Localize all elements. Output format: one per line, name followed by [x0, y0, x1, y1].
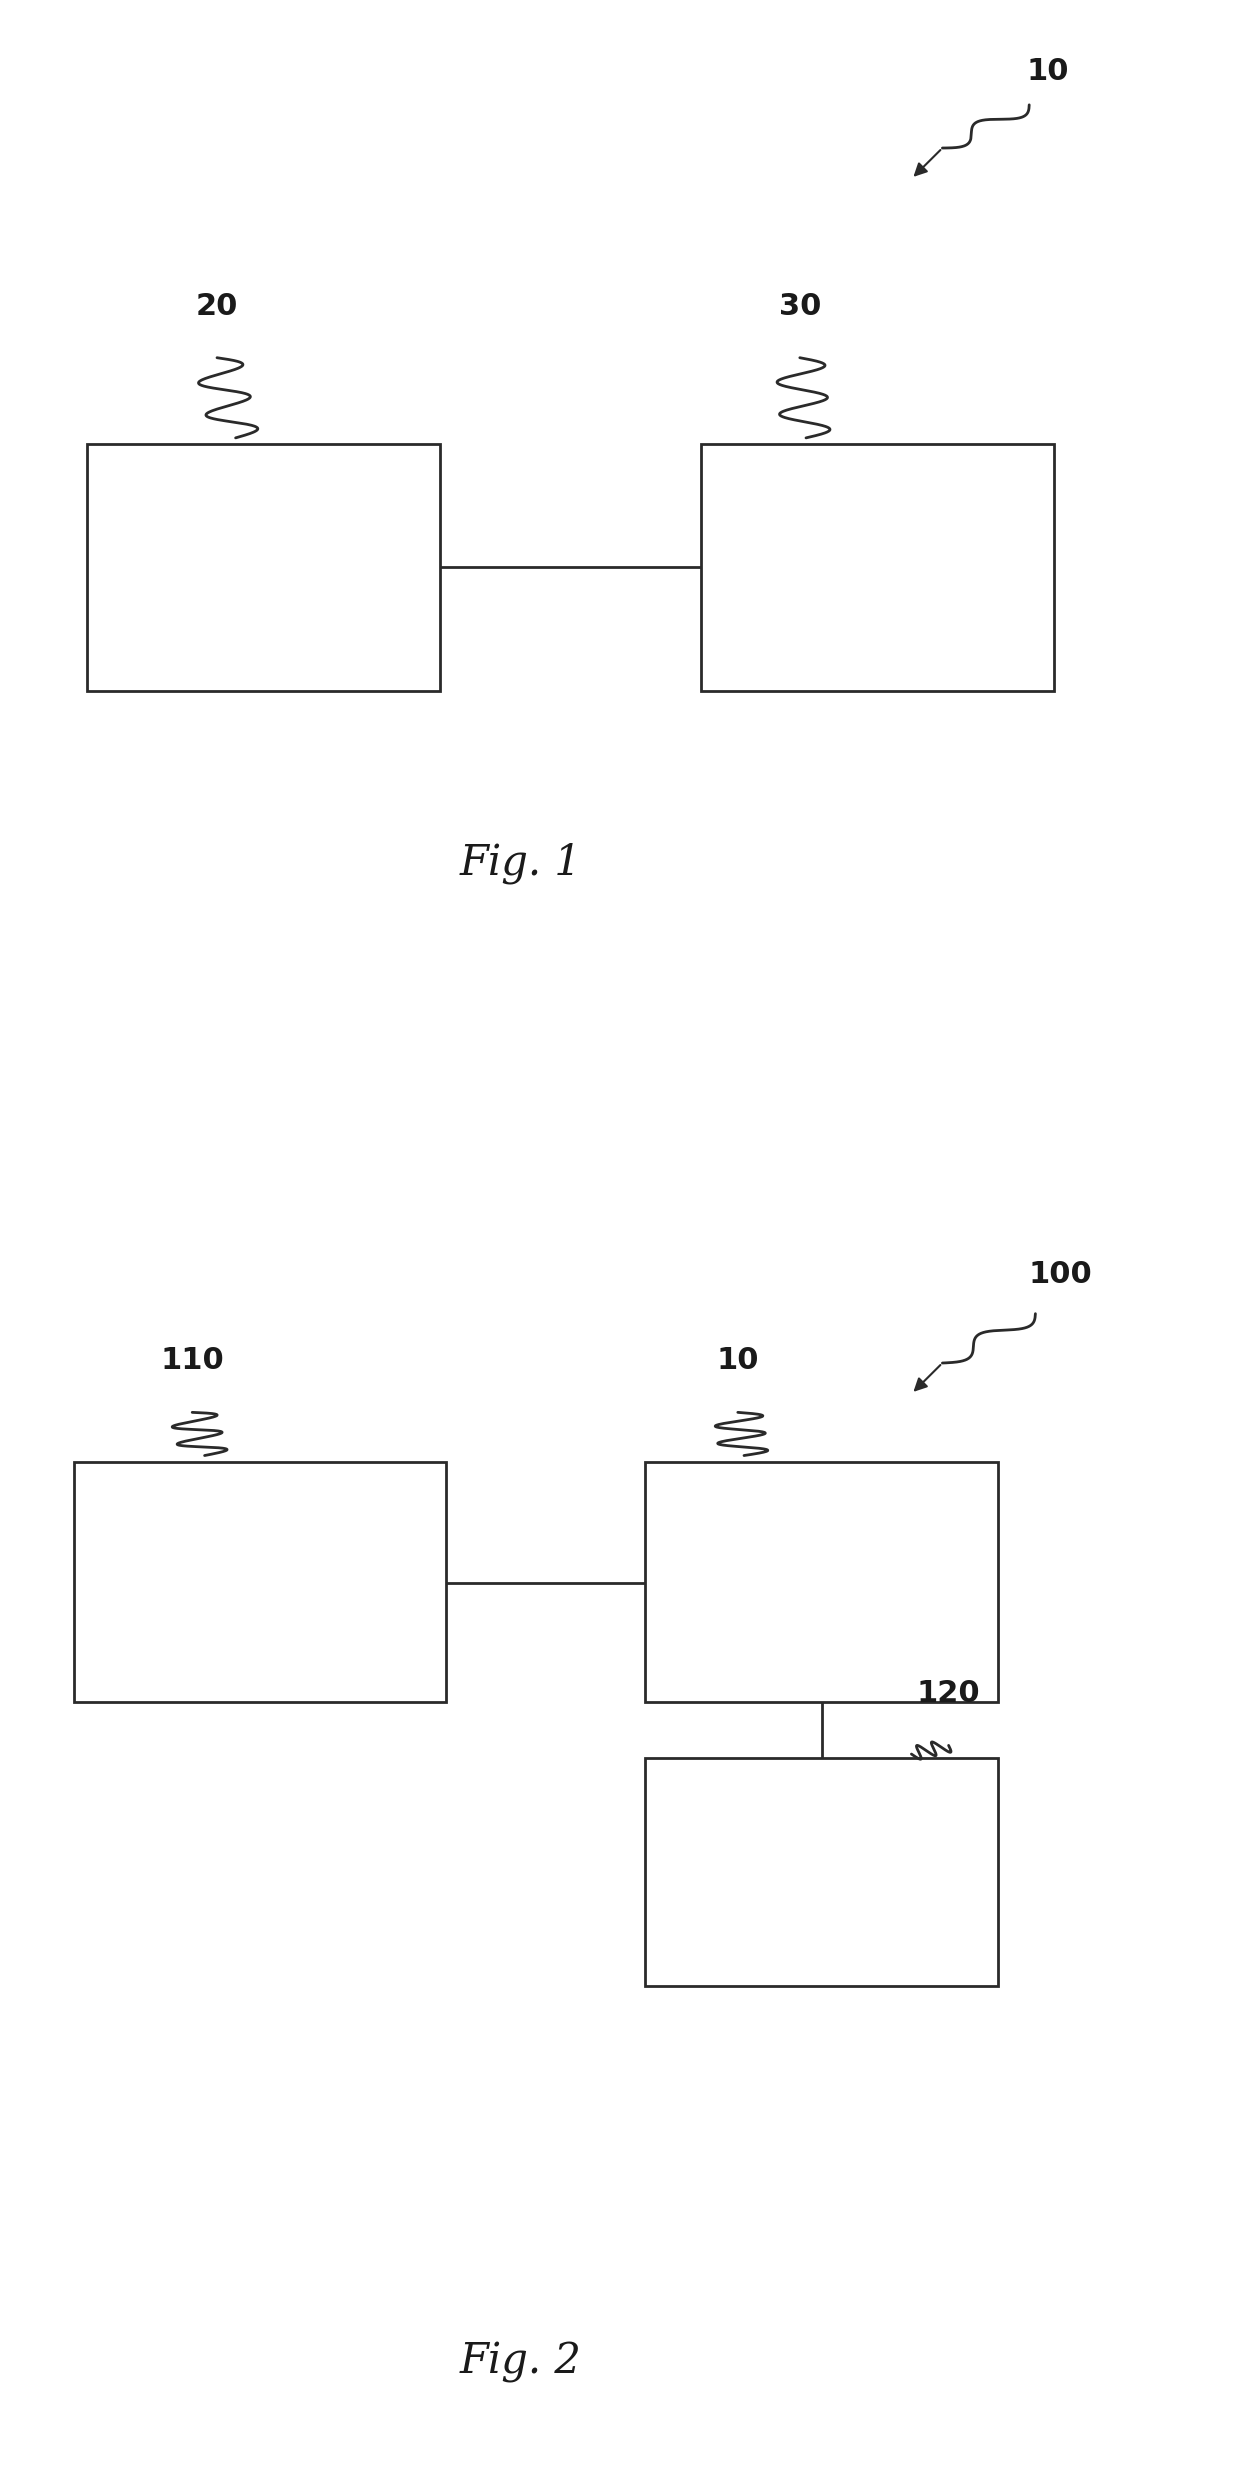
Bar — [645, 1460, 998, 1702]
Text: 100: 100 — [1028, 1261, 1092, 1288]
Text: 30: 30 — [779, 291, 821, 321]
Text: 110: 110 — [160, 1347, 224, 1377]
Text: 120: 120 — [916, 1680, 981, 1707]
Bar — [701, 444, 1054, 691]
Bar — [645, 1757, 998, 1986]
Bar — [74, 1460, 446, 1702]
Text: Fig. 1: Fig. 1 — [460, 841, 582, 886]
Text: 10: 10 — [1027, 57, 1069, 86]
Text: 10: 10 — [717, 1347, 759, 1377]
Text: 20: 20 — [196, 291, 238, 321]
Bar — [87, 444, 440, 691]
Text: Fig. 2: Fig. 2 — [460, 2341, 582, 2383]
